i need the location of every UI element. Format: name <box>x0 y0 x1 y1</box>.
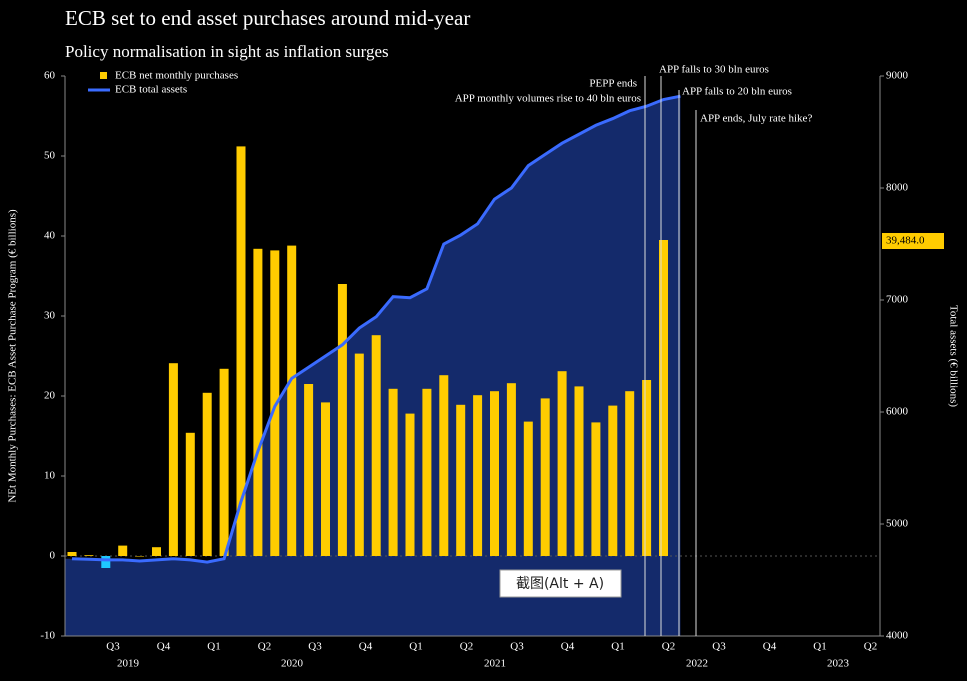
year-label: 2023 <box>827 658 850 670</box>
legend-label: ECB net monthly purchases <box>115 70 238 82</box>
x-tick-label: Q4 <box>157 641 171 653</box>
x-tick-label: Q2 <box>258 641 271 653</box>
bar <box>101 556 111 568</box>
x-tick-label: Q3 <box>106 641 120 653</box>
y-axis-label: NEt Monthly Purchases: ECB Asset Purchas… <box>7 209 19 503</box>
annotation: APP falls to 30 bln euros <box>659 64 769 76</box>
x-tick-label: Q3 <box>308 641 322 653</box>
x-tick-label: Q3 <box>510 641 524 653</box>
y-tick-label: 60 <box>44 70 56 82</box>
y2-tick-label: 9000 <box>886 70 909 82</box>
x-tick-label: Q1 <box>813 641 826 653</box>
price-tag: 39,484.0 <box>886 235 925 247</box>
legend-label: ECB total assets <box>115 84 187 96</box>
bar <box>371 335 381 556</box>
bar <box>168 363 178 556</box>
bar <box>523 421 533 556</box>
bar <box>456 404 466 556</box>
legend-swatch <box>100 72 107 79</box>
chart-subtitle: Policy normalisation in sight as inflati… <box>65 42 389 61</box>
chart-title: ECB set to end asset purchases around mi… <box>65 6 470 30</box>
bar <box>591 422 601 556</box>
bar <box>354 353 364 556</box>
annotation: PEPP ends <box>589 78 637 90</box>
y2-tick-label: 8000 <box>886 182 909 194</box>
bar <box>642 380 652 556</box>
bar <box>337 284 347 556</box>
bar <box>185 432 195 556</box>
bar <box>439 375 449 556</box>
x-tick-label: Q4 <box>561 641 575 653</box>
y-tick-label: 0 <box>50 550 56 562</box>
y2-tick-label: 5000 <box>886 518 909 530</box>
bar <box>236 146 246 556</box>
y2-tick-label: 7000 <box>886 294 909 306</box>
bar <box>84 555 94 556</box>
year-label: 2022 <box>686 658 708 670</box>
bar <box>422 388 432 556</box>
annotation: APP ends, July rate hike? <box>700 113 812 125</box>
y2-tick-label: 6000 <box>886 406 909 418</box>
bar <box>608 405 618 556</box>
year-label: 2019 <box>117 658 140 670</box>
bar <box>253 248 263 557</box>
bar <box>202 392 212 556</box>
y-tick-label: -10 <box>40 630 55 642</box>
x-tick-label: Q1 <box>611 641 624 653</box>
bar <box>135 556 145 557</box>
bar <box>506 383 516 556</box>
y-tick-label: 10 <box>44 470 56 482</box>
year-label: 2021 <box>484 658 506 670</box>
x-tick-label: Q2 <box>662 641 675 653</box>
bar <box>304 384 314 556</box>
price-tag-bg <box>882 233 944 249</box>
x-tick-label: Q2 <box>864 641 877 653</box>
bar <box>473 395 483 556</box>
bar <box>659 240 668 556</box>
x-tick-label: Q4 <box>763 641 777 653</box>
bar <box>540 398 550 556</box>
annotation: APP monthly volumes rise to 40 bln euros <box>455 93 641 105</box>
plot <box>65 94 880 636</box>
x-tick-label: Q4 <box>359 641 373 653</box>
bar <box>574 386 584 556</box>
bar <box>405 413 415 556</box>
bar <box>557 371 567 556</box>
x-tick-label: Q1 <box>409 641 422 653</box>
annotation: APP falls to 20 bln euros <box>682 86 792 98</box>
x-tick-label: Q3 <box>712 641 726 653</box>
x-tick-label: Q1 <box>207 641 220 653</box>
year-label: 2020 <box>281 658 304 670</box>
y2-tick-label: 4000 <box>886 630 909 642</box>
y-tick-label: 20 <box>44 390 56 402</box>
bar <box>388 388 398 556</box>
bar <box>118 545 128 556</box>
overlay-box <box>499 569 622 598</box>
y-tick-label: 50 <box>44 150 56 162</box>
bar <box>270 250 280 556</box>
bar <box>321 402 330 556</box>
bar <box>67 552 77 556</box>
bar <box>490 391 499 556</box>
y-tick-label: 40 <box>44 230 56 242</box>
y-tick-label: 30 <box>44 310 56 322</box>
y2-axis-label: Total assets (€ billions) <box>947 305 959 408</box>
bar <box>219 368 229 556</box>
x-tick-label: Q2 <box>460 641 473 653</box>
bar <box>152 547 161 556</box>
overlay-text: 截图(Alt + A) <box>516 576 604 592</box>
line <box>71 94 681 564</box>
bar <box>287 245 297 556</box>
bar <box>625 391 635 556</box>
